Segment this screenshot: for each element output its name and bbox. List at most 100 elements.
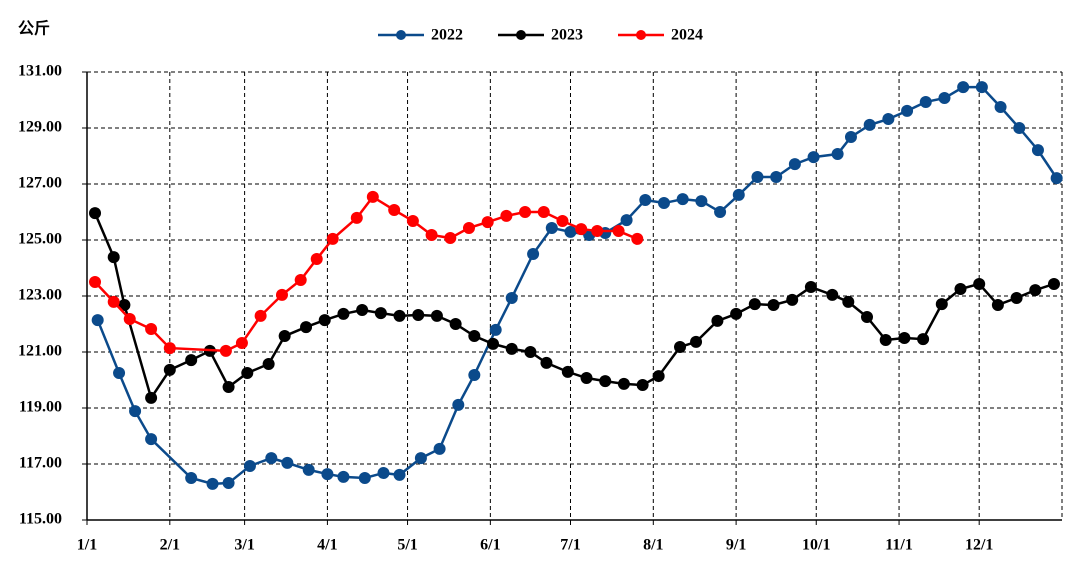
series-marker bbox=[377, 466, 390, 479]
series-marker bbox=[575, 223, 588, 236]
series-marker bbox=[337, 470, 350, 483]
series-marker bbox=[674, 340, 687, 353]
series-marker bbox=[163, 363, 176, 376]
series-marker bbox=[994, 101, 1007, 113]
series-marker bbox=[393, 309, 406, 322]
series-marker bbox=[620, 214, 633, 227]
series-marker bbox=[898, 332, 911, 344]
series-marker bbox=[591, 225, 604, 238]
series-marker bbox=[711, 314, 724, 327]
series-marker bbox=[730, 307, 743, 320]
x-tick-label: 9/1 bbox=[726, 537, 746, 554]
series-marker bbox=[414, 452, 427, 465]
series-marker bbox=[1031, 144, 1044, 157]
series-marker bbox=[639, 193, 652, 206]
series-marker bbox=[804, 281, 817, 294]
series-marker bbox=[326, 232, 339, 245]
series-marker bbox=[254, 309, 267, 322]
series-marker bbox=[751, 171, 764, 183]
series-marker bbox=[676, 193, 689, 206]
series-marker bbox=[452, 398, 465, 411]
series-marker bbox=[500, 209, 513, 222]
series-marker bbox=[938, 92, 951, 105]
series-marker bbox=[842, 295, 855, 308]
series-marker bbox=[118, 298, 131, 311]
series-marker bbox=[617, 377, 630, 390]
series-marker bbox=[185, 472, 198, 484]
series-marker bbox=[545, 221, 558, 234]
x-tick-label: 7/1 bbox=[560, 537, 580, 554]
series-marker bbox=[321, 468, 334, 481]
series-marker bbox=[527, 248, 540, 260]
x-tick-label: 8/1 bbox=[643, 537, 663, 554]
series-marker bbox=[714, 206, 727, 218]
series-marker bbox=[278, 330, 291, 343]
series-marker bbox=[89, 276, 102, 288]
series-marker bbox=[1047, 277, 1060, 290]
series-marker bbox=[505, 342, 518, 355]
series-marker bbox=[826, 288, 839, 301]
series-line bbox=[94, 195, 638, 353]
series-marker bbox=[300, 321, 313, 334]
series-marker bbox=[879, 333, 892, 346]
series-marker bbox=[636, 379, 649, 392]
series-marker bbox=[393, 468, 406, 481]
series-marker bbox=[481, 216, 494, 229]
series-marker bbox=[107, 251, 120, 264]
series-marker bbox=[310, 253, 323, 266]
series-marker bbox=[748, 298, 761, 311]
series-marker bbox=[222, 477, 235, 490]
y-tick-label: 117.00 bbox=[19, 455, 62, 472]
x-tick-label: 4/1 bbox=[317, 537, 337, 554]
series-marker bbox=[145, 433, 158, 446]
series-marker bbox=[222, 381, 235, 393]
legend-marker bbox=[396, 30, 406, 40]
y-axis-unit: 公斤 bbox=[18, 20, 50, 38]
series-marker bbox=[770, 171, 783, 183]
legend-label: 2022 bbox=[431, 27, 463, 44]
series-marker bbox=[243, 459, 256, 472]
series-marker bbox=[366, 190, 379, 203]
x-tick-label: 3/1 bbox=[234, 537, 254, 554]
series-marker bbox=[767, 298, 780, 311]
series-marker bbox=[505, 291, 518, 304]
series-marker bbox=[901, 104, 914, 117]
series-marker bbox=[612, 225, 625, 238]
series-marker bbox=[468, 368, 481, 381]
y-tick-label: 119.00 bbox=[19, 399, 62, 416]
series-marker bbox=[430, 309, 443, 322]
series-marker bbox=[975, 81, 988, 94]
x-tick-label: 1/1 bbox=[77, 537, 97, 554]
series-marker bbox=[652, 370, 665, 383]
series-marker bbox=[1029, 284, 1042, 297]
series-marker bbox=[262, 358, 275, 371]
series-marker bbox=[561, 365, 574, 378]
series-marker bbox=[519, 206, 532, 218]
series-marker bbox=[185, 354, 198, 367]
series-marker bbox=[935, 298, 948, 311]
legend-marker bbox=[516, 30, 526, 40]
series-marker bbox=[788, 158, 801, 171]
series-marker bbox=[556, 214, 569, 227]
legend-label: 2024 bbox=[671, 27, 703, 44]
series-marker bbox=[861, 311, 873, 323]
series-marker bbox=[489, 323, 502, 336]
series-marker bbox=[831, 148, 844, 161]
x-tick-label: 12/1 bbox=[965, 537, 993, 554]
series-marker bbox=[281, 456, 294, 469]
series-marker bbox=[524, 346, 537, 358]
series-marker bbox=[356, 304, 369, 316]
series-marker bbox=[917, 333, 930, 346]
series-marker bbox=[919, 95, 932, 108]
series-marker bbox=[1013, 122, 1026, 134]
series-marker bbox=[412, 309, 425, 322]
series-marker bbox=[657, 197, 670, 210]
series-marker bbox=[631, 232, 644, 245]
series-marker bbox=[580, 372, 593, 385]
series-marker bbox=[358, 472, 371, 484]
series-marker bbox=[145, 391, 158, 404]
series-marker bbox=[113, 367, 126, 379]
series-marker bbox=[954, 283, 967, 295]
series-marker bbox=[294, 274, 307, 287]
